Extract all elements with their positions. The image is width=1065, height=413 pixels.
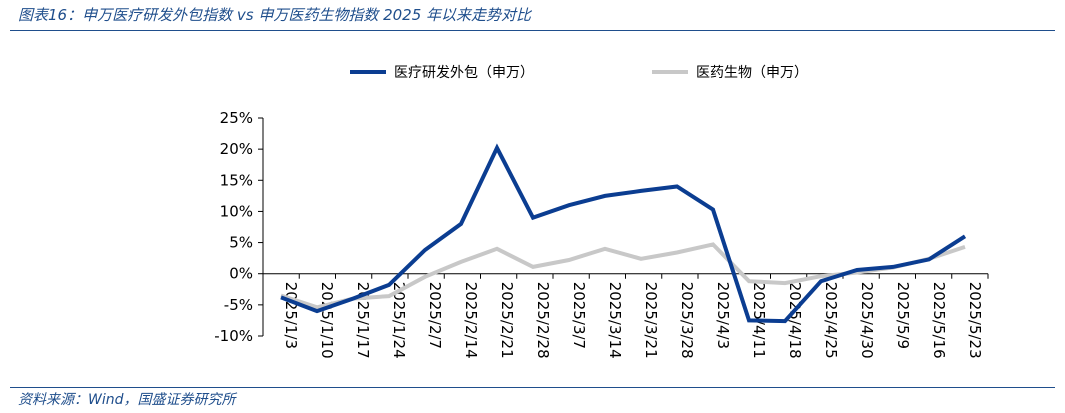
x-tick-label: 2025/2/7 bbox=[426, 282, 444, 349]
series-line bbox=[280, 143, 967, 324]
x-tick-label: 2025/1/10 bbox=[318, 282, 336, 359]
series-lines bbox=[280, 143, 967, 324]
source-rule bbox=[10, 387, 1055, 388]
y-tick-label: 10% bbox=[220, 202, 253, 220]
y-tick-label: -10% bbox=[214, 327, 253, 345]
x-tick-label: 2025/2/21 bbox=[498, 282, 516, 359]
x-tick-label: 2025/1/17 bbox=[354, 282, 372, 359]
x-tick-label: 2025/4/25 bbox=[822, 282, 840, 359]
x-tick-label: 2025/3/21 bbox=[642, 282, 660, 359]
y-axis: 25% 20% 15% 10% 5% 0% -5% -10% bbox=[214, 109, 264, 345]
chart-legend: 医疗研发外包（申万） 医药生物（申万） bbox=[350, 65, 808, 81]
title-rule bbox=[10, 30, 1055, 31]
x-tick-label: 2025/2/14 bbox=[462, 282, 480, 359]
x-tick-label: 2025/4/30 bbox=[858, 282, 876, 359]
x-tick-label: 2025/2/28 bbox=[534, 282, 552, 359]
y-tick-label: 0% bbox=[229, 265, 253, 283]
legend-label: 医药生物（申万） bbox=[696, 65, 808, 81]
x-tick-label: 2025/3/7 bbox=[570, 282, 588, 349]
y-tick-label: 20% bbox=[220, 140, 253, 158]
x-tick-label: 2025/5/9 bbox=[894, 282, 912, 349]
legend-label: 医疗研发外包（申万） bbox=[394, 65, 534, 81]
source-note: 资料来源：Wind，国盛证券研究所 bbox=[18, 392, 236, 408]
figure-title: 图表16：申万医疗研发外包指数 vs 申万医药生物指数 2025 年以来走势对比 bbox=[18, 6, 532, 24]
y-tick-label: 5% bbox=[229, 234, 253, 252]
x-axis: 2025/1/3 2025/1/10 2025/1/17 2025/1/24 2025/… bbox=[262, 273, 989, 359]
x-tick-label: 2025/3/28 bbox=[678, 282, 696, 359]
y-tick-label: 25% bbox=[220, 109, 253, 127]
x-tick-label: 2025/4/18 bbox=[786, 282, 804, 359]
x-tick-label: 2025/1/24 bbox=[390, 282, 408, 359]
x-tick-label: 2025/3/14 bbox=[606, 282, 624, 359]
x-tick-label: 2025/5/16 bbox=[930, 282, 948, 359]
y-tick-label: -5% bbox=[224, 296, 253, 314]
y-tick-label: 15% bbox=[220, 171, 253, 189]
x-tick-label: 2025/1/3 bbox=[282, 282, 300, 349]
x-tick-label: 2025/4/3 bbox=[714, 282, 732, 349]
x-tick-label: 2025/5/23 bbox=[966, 282, 984, 359]
